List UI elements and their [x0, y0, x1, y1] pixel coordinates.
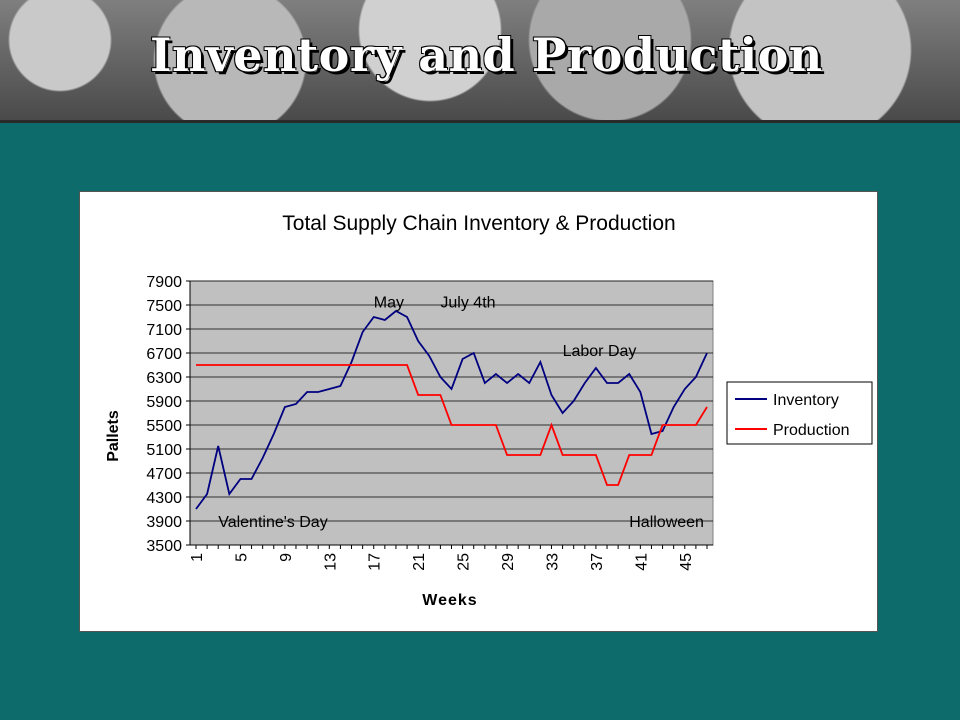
- annotation-label: May: [374, 294, 404, 311]
- line-chart: Total Supply Chain Inventory & Productio…: [105, 212, 873, 609]
- x-tick-label: 45: [678, 553, 695, 571]
- slide-title: Inventory and Production: [150, 28, 823, 82]
- x-tick-label: 37: [589, 553, 606, 571]
- y-tick-label: 4300: [146, 490, 182, 507]
- x-tick-label: 21: [411, 553, 428, 571]
- y-tick-label: 7900: [146, 274, 182, 291]
- y-tick-label: 7100: [146, 322, 182, 339]
- chart-container: Total Supply Chain Inventory & Productio…: [79, 191, 878, 632]
- x-tick-label: 9: [278, 553, 295, 562]
- x-tick-label: 29: [500, 553, 517, 571]
- y-tick-label: 5100: [146, 442, 182, 459]
- annotation-label: July 4th: [440, 294, 495, 311]
- y-tick-label: 4700: [146, 466, 182, 483]
- y-tick-label: 6300: [146, 370, 182, 387]
- legend-label: Production: [773, 422, 850, 439]
- series-line-production: [196, 364, 708, 486]
- x-tick-label: 13: [322, 553, 339, 571]
- y-axis-label: Pallets: [105, 410, 122, 462]
- header-banner: Inventory and Production: [0, 0, 960, 123]
- x-tick-label: 17: [367, 553, 384, 571]
- x-axis-label: Weeks: [422, 592, 477, 609]
- x-tick-label: 25: [456, 553, 473, 571]
- y-tick-label: 5500: [146, 418, 182, 435]
- y-tick-label: 3900: [146, 514, 182, 531]
- y-tick-label: 3500: [146, 538, 182, 555]
- legend-label: Inventory: [773, 392, 839, 409]
- x-tick-label: 5: [233, 553, 250, 562]
- series-line-inventory: [195, 309, 708, 510]
- legend-box: [726, 381, 873, 445]
- plot-area: [189, 280, 714, 546]
- x-tick-label: 1: [189, 553, 206, 562]
- chart-title: Total Supply Chain Inventory & Productio…: [282, 212, 675, 235]
- annotation-label: Valentine's Day: [218, 514, 327, 531]
- y-tick-label: 6700: [146, 346, 182, 363]
- x-tick-label: 33: [544, 553, 561, 571]
- y-tick-label: 7500: [146, 298, 182, 315]
- y-tick-label: 5900: [146, 394, 182, 411]
- x-tick-label: 41: [633, 553, 650, 571]
- annotation-label: Labor Day: [563, 343, 637, 360]
- annotation-label: Halloween: [629, 514, 704, 531]
